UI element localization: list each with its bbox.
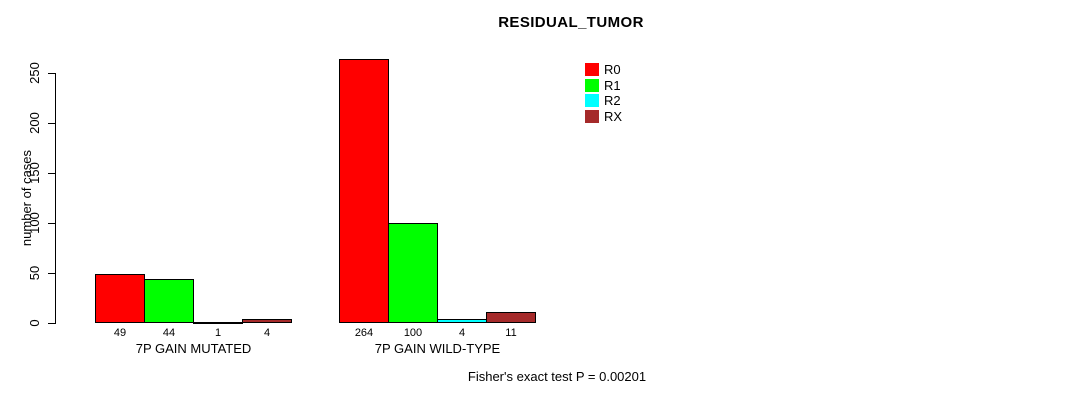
bar-value-label: 4	[263, 327, 271, 339]
fisher-test-annotation: Fisher's exact test P = 0.00201	[467, 369, 647, 384]
x-category-label: 7P GAIN WILD-TYPE	[374, 341, 501, 356]
bar-r1-group1	[144, 279, 194, 323]
legend-label: R0	[604, 62, 621, 77]
bar-r2-group1	[193, 322, 243, 324]
y-axis-line	[55, 73, 56, 324]
bar-r0-group1	[95, 274, 145, 323]
bar-r0-group2	[339, 59, 389, 323]
chart-title: RESIDUAL_TUMOR	[498, 14, 644, 31]
legend-item-r0: R0	[585, 63, 622, 76]
y-axis-tick	[48, 223, 55, 224]
bar-value-label: 11	[505, 327, 517, 339]
legend-label: R1	[604, 77, 621, 93]
legend: R0 R1 R2 RX	[585, 63, 622, 123]
bar-r1-group2	[388, 223, 438, 323]
y-axis-tick	[48, 273, 55, 274]
y-tick-label: 100	[27, 212, 42, 234]
legend-item-r2: R2	[585, 94, 622, 107]
legend-swatch-r0	[585, 63, 599, 76]
bar-value-label: 49	[113, 327, 127, 339]
y-tick-label: 0	[27, 319, 42, 327]
bar-value-label: 100	[403, 327, 423, 339]
bar-value-label: 1	[214, 327, 222, 339]
legend-label: R2	[604, 93, 621, 108]
bar-rx-group1	[242, 319, 292, 323]
legend-label: RX	[604, 108, 623, 124]
legend-swatch-r1	[585, 78, 599, 92]
y-axis-tick	[48, 73, 55, 74]
legend-item-rx: RX	[585, 108, 623, 124]
y-tick-label: 150	[27, 162, 42, 184]
y-axis-tick	[48, 123, 55, 124]
bar-value-label: 4	[458, 327, 466, 339]
y-axis-title: number of cases	[19, 149, 34, 247]
x-category-label: 7P GAIN MUTATED	[135, 341, 252, 356]
legend-item-r1: R1	[585, 77, 622, 93]
y-axis-tick	[48, 323, 55, 324]
bar-rx-group2	[486, 312, 536, 323]
legend-swatch-r2	[585, 94, 599, 107]
y-tick-label: 200	[27, 112, 42, 134]
legend-swatch-rx	[585, 109, 599, 123]
bar-value-label: 264	[354, 327, 374, 339]
bar-value-label: 44	[162, 327, 176, 339]
y-tick-label: 250	[27, 62, 42, 84]
y-tick-label: 50	[27, 265, 42, 281]
bar-r2-group2	[437, 319, 487, 323]
y-axis-tick	[48, 173, 55, 174]
